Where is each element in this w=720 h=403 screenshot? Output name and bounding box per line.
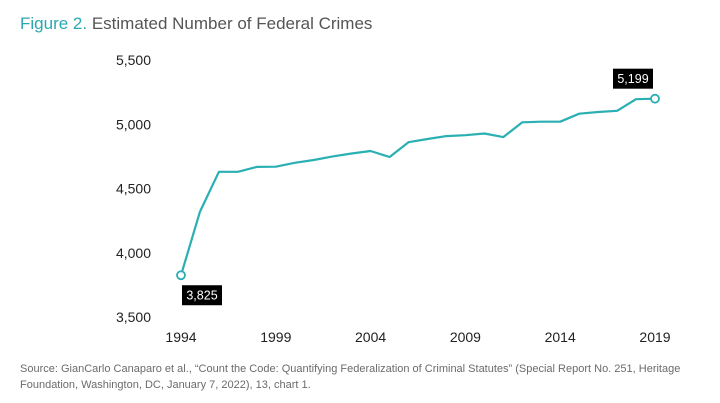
source-note: Source: GianCarlo Canaparo et al., “Coun… [20, 363, 681, 391]
x-tick-label: 1994 [165, 329, 196, 345]
figure-title: Figure 2. Estimated Number of Federal Cr… [20, 14, 372, 34]
data-label-box [613, 68, 653, 89]
y-tick-label: 4,000 [116, 245, 151, 261]
x-tick-label: 2004 [355, 329, 386, 345]
data-point-marker [176, 270, 186, 281]
y-tick-label: 5,500 [116, 52, 151, 68]
y-tick-label: 5,000 [116, 116, 151, 132]
data-label: 3,825 [186, 289, 217, 303]
figure-title-text: Estimated Number of Federal Crimes [91, 14, 373, 33]
data-label: 5,199 [617, 72, 648, 86]
x-tick-label: 2014 [545, 329, 576, 345]
series-line [179, 97, 657, 277]
x-tick-label: 1999 [260, 329, 291, 345]
y-tick-label: 4,500 [116, 181, 151, 197]
x-tick-label: 2019 [639, 329, 670, 345]
figure-label: Figure 2. [20, 14, 88, 33]
y-tick-label: 3,500 [116, 309, 151, 325]
x-tick-label: 2009 [450, 329, 481, 345]
data-label-box [182, 285, 222, 306]
data-point-marker [650, 93, 660, 104]
